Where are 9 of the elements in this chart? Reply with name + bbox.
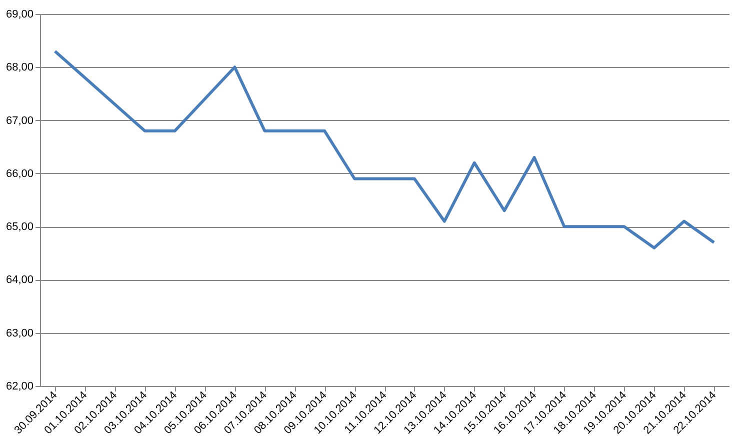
y-tick-label: 62,00 <box>6 380 34 392</box>
y-tick-label: 69,00 <box>6 8 34 20</box>
y-tick-label: 67,00 <box>6 114 34 127</box>
y-tick-label: 65,00 <box>6 221 34 234</box>
y-tick-label: 63,00 <box>6 327 34 340</box>
y-tick-label: 66,00 <box>6 168 34 180</box>
y-tick-label: 64,00 <box>6 274 34 286</box>
line-series <box>53 50 716 250</box>
y-tick-label: 68,00 <box>6 62 34 74</box>
